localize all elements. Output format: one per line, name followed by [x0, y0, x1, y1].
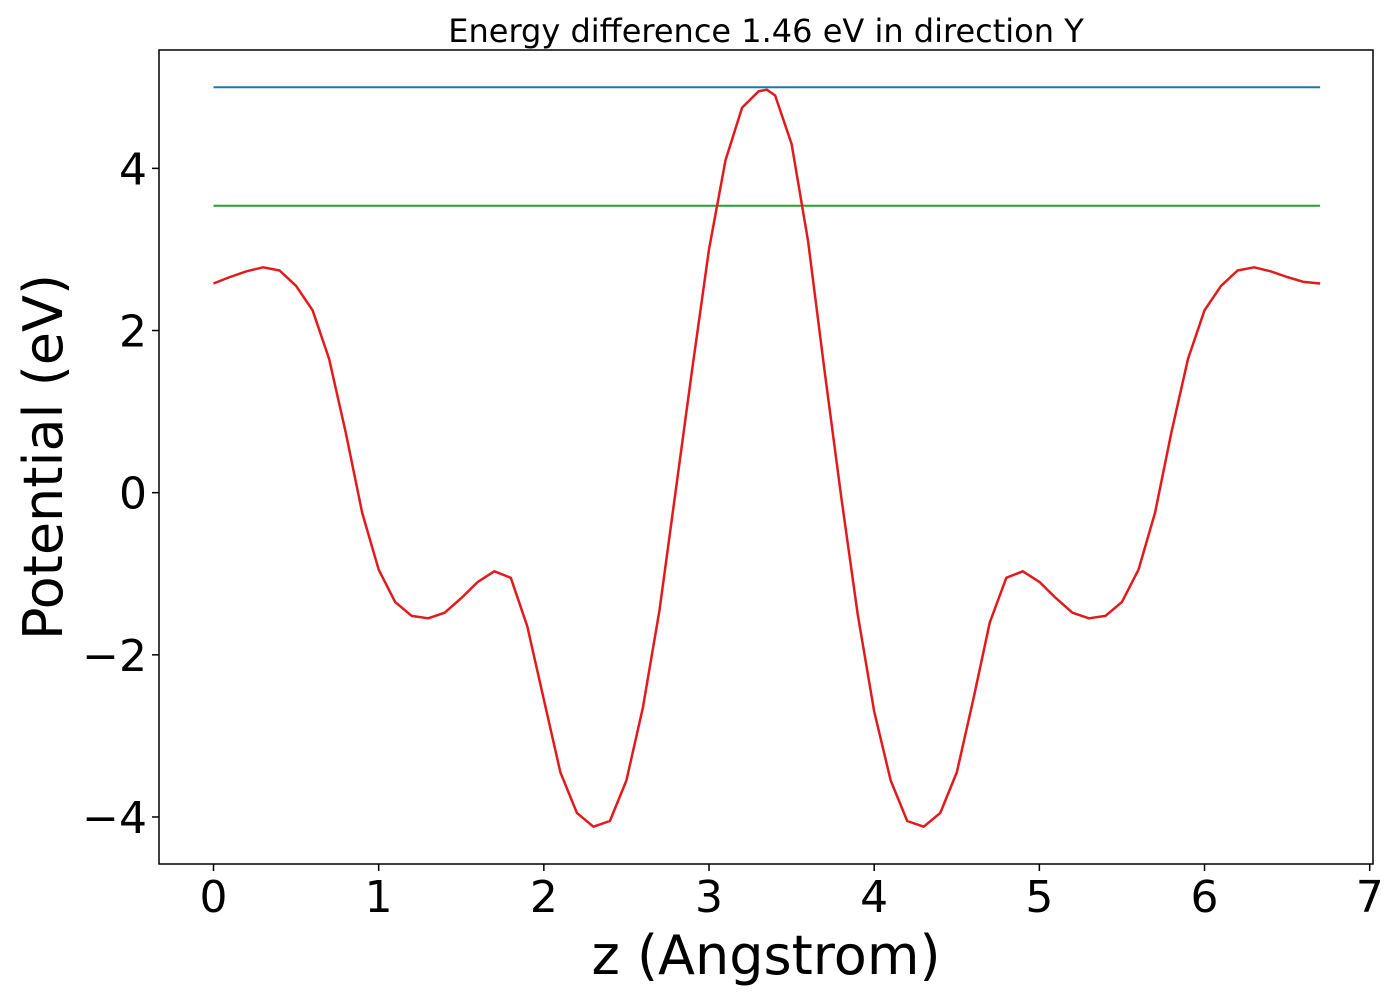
x-tick-label: 6 [1191, 872, 1219, 923]
x-tick-label: 0 [200, 872, 228, 923]
x-tick-label: 7 [1356, 872, 1384, 923]
y-tick-label: −2 [82, 631, 147, 682]
chart-title: Energy difference 1.46 eV in direction Y [448, 12, 1084, 50]
x-tick-label: 5 [1025, 872, 1053, 923]
plot-area [213, 86, 1321, 828]
y-tick-label: 2 [119, 307, 147, 358]
x-axis: 0 1 2 3 4 5 6 7 [200, 864, 1384, 923]
series-line-3 [213, 88, 1321, 828]
x-tick-label: 1 [365, 872, 393, 923]
x-tick-label: 2 [530, 872, 558, 923]
x-tick-label: 3 [695, 872, 723, 923]
y-tick-label: 4 [119, 144, 147, 195]
y-tick-label: 0 [119, 469, 147, 520]
plot-frame [158, 49, 1374, 865]
y-tick-label: −4 [82, 793, 147, 844]
x-tick-label: 4 [860, 872, 888, 923]
y-axis-label: Potential (eV) [12, 274, 75, 640]
x-axis-label: z (Angstrom) [591, 924, 940, 987]
y-axis: −4 −2 0 2 4 [82, 144, 159, 844]
